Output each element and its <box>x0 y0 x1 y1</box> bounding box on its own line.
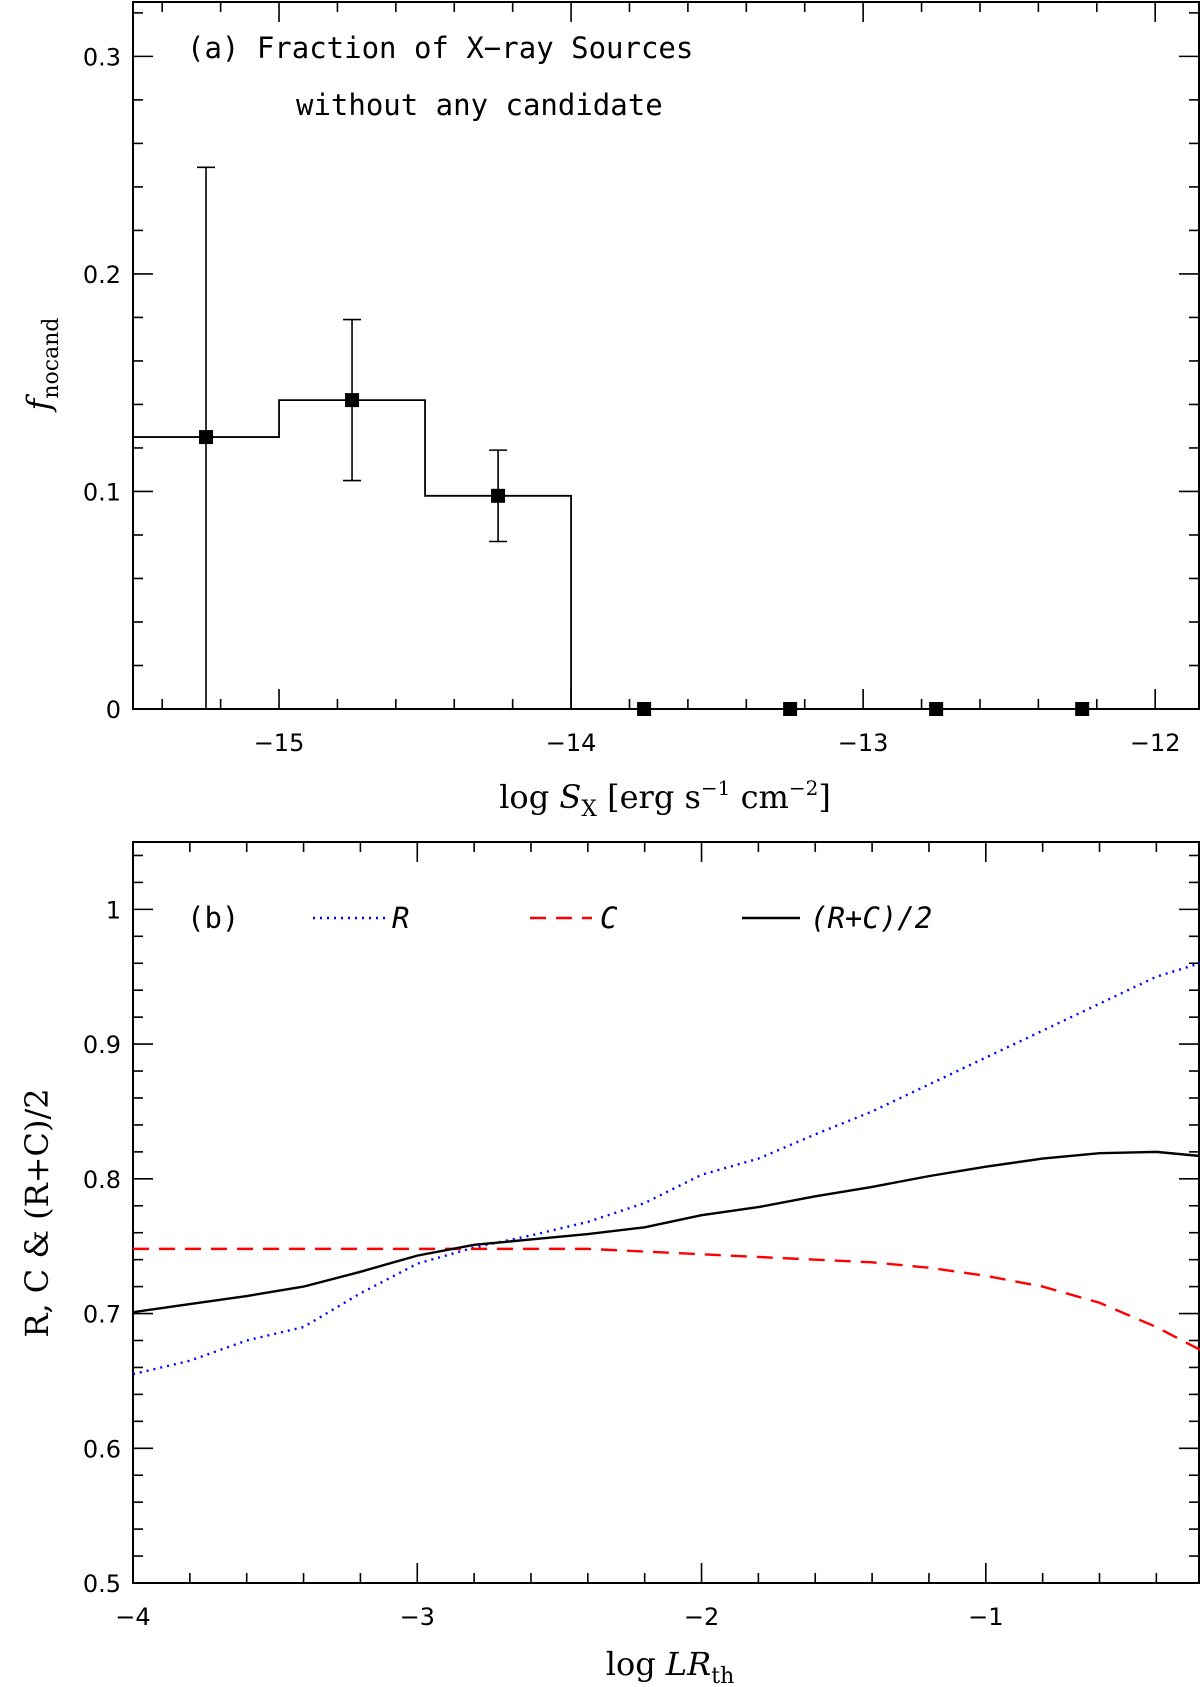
panel-a-histogram-step <box>133 399 572 709</box>
panel-a-ticks <box>133 2 1199 710</box>
panel-b-x-tick-label: −1 <box>968 1603 1003 1631</box>
panel-b-series-line <box>132 962 1200 1376</box>
panel-b-x-tick-label: −4 <box>115 1603 150 1631</box>
panel-b-y-tick-label: 0.9 <box>83 1031 121 1059</box>
panel-a-y-tick-label: 0 <box>106 696 121 724</box>
panel-b-frame <box>132 841 1200 1584</box>
panel-b-tick-labels: −4 −3 −2 −1 0.5 0.6 0.7 0.8 0.9 1 <box>83 896 1004 1631</box>
panel-b-x-tick-label: −2 <box>684 1603 719 1631</box>
panel-a-data-point <box>1075 702 1090 716</box>
panel-a-data-point <box>637 702 652 716</box>
panel-b-x-tick-label: −3 <box>400 1603 435 1631</box>
panel-a-annotation-line2: without any candidate <box>296 88 663 122</box>
panel-b-y-tick-label: 0.6 <box>83 1435 121 1463</box>
panel-a-x-axis-label: log SX [erg s−1 cm−2] <box>499 776 831 822</box>
panel-b-marks <box>132 962 1200 1376</box>
panel-b-y-tick-label: 0.8 <box>83 1166 121 1194</box>
panel-a-y-tick-label: 0.2 <box>83 261 121 289</box>
panel-b-series-line <box>132 1150 1200 1314</box>
panel-a-y-tick-label: 0.1 <box>83 478 121 506</box>
panel-b-annotation: (b) <box>187 901 239 935</box>
panel-a-x-tick-label: −14 <box>546 729 597 757</box>
panel-a-data-point <box>929 702 944 716</box>
panel-a-data-point <box>345 393 360 408</box>
panel-b-y-tick-label: 1 <box>106 896 121 924</box>
panel-a-data-point <box>491 488 506 503</box>
panel-b-legend-label: R <box>392 901 409 935</box>
panel-b: −4 −3 −2 −1 0.5 0.6 0.7 0.8 0.9 1 (b) R C (R+C)/2 l… <box>18 841 1200 1687</box>
panel-b-x-axis-label: log LRth <box>606 1645 735 1687</box>
panel-a-x-tick-label: −12 <box>1130 729 1181 757</box>
panel-a-marks <box>133 166 1090 716</box>
panel-a-y-axis-label: fnocand <box>20 318 64 413</box>
panel-a-frame <box>132 1 1200 710</box>
panel-a-tick-labels: −15 −14 −13 −12 0 0.1 0.2 0.3 <box>83 43 1181 757</box>
panel-b-series-line <box>133 1247 1200 1352</box>
panel-b-y-axis-label: R, C & (R+C)/2 <box>18 1088 56 1337</box>
panel-b-y-tick-label: 0.7 <box>83 1301 121 1329</box>
panel-a: −15 −14 −13 −12 0 0.1 0.2 0.3 (a) Fraction of X… <box>20 1 1200 822</box>
panel-b-legend-label: (R+C)/2 <box>810 901 932 935</box>
panel-a-data-point <box>783 702 798 716</box>
panel-b-y-tick-label: 0.5 <box>83 1570 121 1598</box>
panel-a-annotation-line1: (a) Fraction of X−ray Sources <box>187 31 693 65</box>
panel-a-x-tick-label: −13 <box>838 729 889 757</box>
panel-a-data-point <box>199 430 214 445</box>
panel-b-legend: R C (R+C)/2 <box>313 901 932 935</box>
panel-a-x-tick-label: −15 <box>254 729 305 757</box>
panel-b-legend-label: C <box>600 901 618 935</box>
panel-b-ticks <box>132 842 1199 1584</box>
panel-a-y-tick-label: 0.3 <box>83 43 121 71</box>
